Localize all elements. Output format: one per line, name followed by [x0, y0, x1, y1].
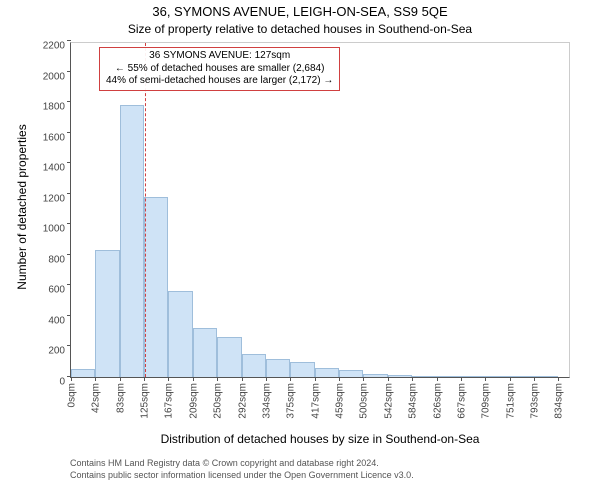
x-tick-label: 500sqm [357, 383, 370, 419]
histogram-bar [412, 376, 436, 377]
y-tick-label: 1800 [43, 102, 71, 113]
x-tick-label: 834sqm [552, 383, 565, 419]
x-tick-label: 83sqm [113, 383, 126, 413]
histogram-bar [120, 105, 144, 377]
property-marker-line [145, 43, 146, 377]
x-tick-label: 793sqm [528, 383, 541, 419]
x-tick-label: 709sqm [479, 383, 492, 419]
histogram-bar [461, 376, 485, 377]
x-axis-label: Distribution of detached houses by size … [70, 432, 570, 446]
x-tick-label: 459sqm [333, 383, 346, 419]
x-tick-label: 334sqm [259, 383, 272, 419]
footer-attribution: Contains HM Land Registry data © Crown c… [70, 458, 580, 481]
histogram-bar [485, 376, 509, 377]
x-tick-label: 626sqm [430, 383, 443, 419]
x-tick-label: 375sqm [284, 383, 297, 419]
histogram-bar [363, 374, 387, 377]
x-tick-label: 292sqm [235, 383, 248, 419]
histogram-bar [144, 197, 168, 377]
histogram-bar [339, 370, 363, 377]
histogram-bar [95, 250, 119, 377]
histogram-bar [534, 376, 558, 377]
histogram-bar [71, 369, 95, 377]
y-tick-label: 400 [48, 315, 71, 326]
histogram-bar [193, 328, 217, 377]
x-tick-label: 0sqm [65, 383, 78, 407]
x-tick-label: 250sqm [211, 383, 224, 419]
chart-title: 36, SYMONS AVENUE, LEIGH-ON-SEA, SS9 5QE [0, 4, 600, 19]
y-tick-label: 800 [48, 254, 71, 265]
annot-line-2: ← 55% of detached houses are smaller (2,… [106, 63, 333, 76]
y-axis-label: Number of detached properties [15, 107, 29, 307]
x-tick-label: 751sqm [503, 383, 516, 419]
histogram-bar [437, 376, 461, 377]
y-tick-label: 1600 [43, 132, 71, 143]
y-tick-label: 2000 [43, 71, 71, 82]
y-tick-label: 200 [48, 346, 71, 357]
y-tick-label: 1200 [43, 193, 71, 204]
x-tick-label: 42sqm [89, 383, 102, 413]
histogram-bar [168, 291, 192, 377]
histogram-bar [217, 337, 241, 377]
annotation-box: 36 SYMONS AVENUE: 127sqm← 55% of detache… [99, 47, 340, 91]
plot-area: 0200400600800100012001400160018002000220… [70, 42, 570, 378]
histogram-bar [315, 368, 339, 377]
chart-area: 0200400600800100012001400160018002000220… [70, 42, 570, 378]
x-tick-label: 167sqm [162, 383, 175, 419]
x-tick-label: 542sqm [381, 383, 394, 419]
chart-subtitle: Size of property relative to detached ho… [0, 22, 600, 36]
histogram-bar [242, 354, 266, 377]
y-tick-label: 1000 [43, 224, 71, 235]
annot-line-3: 44% of semi-detached houses are larger (… [106, 75, 333, 88]
x-tick-label: 667sqm [454, 383, 467, 419]
histogram-bar [266, 359, 290, 377]
annot-line-1: 36 SYMONS AVENUE: 127sqm [106, 50, 333, 63]
y-tick-label: 1400 [43, 163, 71, 174]
x-tick-label: 417sqm [308, 383, 321, 419]
x-tick-label: 125sqm [138, 383, 151, 419]
x-tick-label: 209sqm [186, 383, 199, 419]
footer-line-1: Contains HM Land Registry data © Crown c… [70, 458, 580, 470]
histogram-bar [388, 375, 412, 377]
histogram-bar [290, 362, 314, 377]
y-tick-label: 600 [48, 285, 71, 296]
histogram-bar [510, 376, 534, 377]
x-tick-label: 584sqm [406, 383, 419, 419]
footer-line-2: Contains public sector information licen… [70, 470, 580, 482]
y-tick-label: 2200 [43, 41, 71, 52]
